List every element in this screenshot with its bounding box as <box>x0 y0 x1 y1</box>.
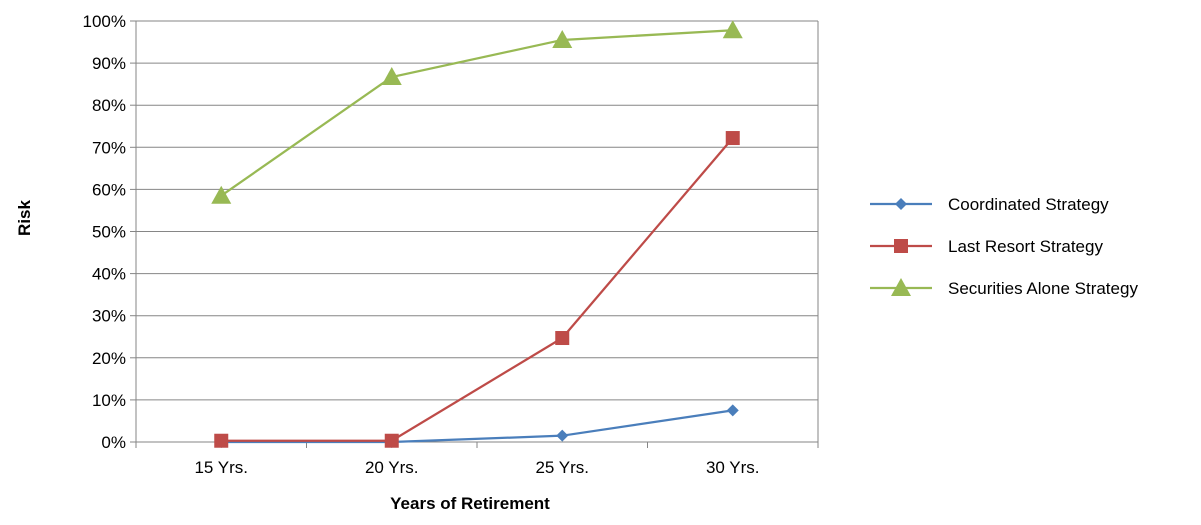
y-tick-label: 80% <box>92 96 126 115</box>
data-point <box>555 331 570 346</box>
legend-item: Securities Alone Strategy <box>870 278 1138 298</box>
legend-label: Coordinated Strategy <box>948 195 1109 214</box>
series-1 <box>214 131 740 448</box>
data-point <box>552 29 573 48</box>
series-lines <box>211 20 743 448</box>
legend-label: Securities Alone Strategy <box>948 279 1138 298</box>
y-tick-label: 40% <box>92 265 126 284</box>
y-tick-label: 20% <box>92 349 126 368</box>
y-tick-label: 100% <box>83 12 126 31</box>
data-point <box>211 185 232 204</box>
data-point <box>722 20 743 39</box>
legend-marker <box>895 198 907 210</box>
y-tick-label: 70% <box>92 138 126 157</box>
y-tick-label: 30% <box>92 307 126 326</box>
data-point <box>556 429 569 442</box>
data-point <box>384 433 399 448</box>
y-tick-label: 10% <box>92 391 126 410</box>
legend-marker <box>894 239 908 253</box>
legend-marker <box>891 278 911 296</box>
y-tick-label: 60% <box>92 180 126 199</box>
x-tick-label: 30 Yrs. <box>706 458 760 477</box>
legend: Coordinated Strategy Last Resort Strategy… <box>870 195 1138 298</box>
x-tick-label: 25 Yrs. <box>535 458 589 477</box>
y-tick-label: 90% <box>92 54 126 73</box>
legend-label: Last Resort Strategy <box>948 237 1103 256</box>
series-line <box>220 29 733 197</box>
series-2 <box>211 20 743 204</box>
y-axis-title: Risk <box>15 200 34 236</box>
data-point <box>725 131 740 146</box>
y-tick-label: 0% <box>101 433 126 452</box>
x-axis-title: Years of Retirement <box>390 494 550 513</box>
legend-item: Coordinated Strategy <box>870 195 1109 214</box>
gridlines <box>136 20 818 401</box>
legend-item: Last Resort Strategy <box>870 237 1103 256</box>
axes <box>130 20 819 448</box>
data-point <box>726 404 739 417</box>
series-line <box>221 409 733 444</box>
series-line <box>221 137 734 442</box>
data-point <box>381 66 402 85</box>
data-point <box>214 433 229 448</box>
x-tick-label: 20 Yrs. <box>365 458 419 477</box>
tick-labels: 0% 10% 20% 30% 40% 50% 60% 70% 80% 90% 100% 15 Yrs.… <box>83 12 760 477</box>
y-tick-label: 50% <box>92 223 126 242</box>
x-tick-label: 15 Yrs. <box>194 458 248 477</box>
